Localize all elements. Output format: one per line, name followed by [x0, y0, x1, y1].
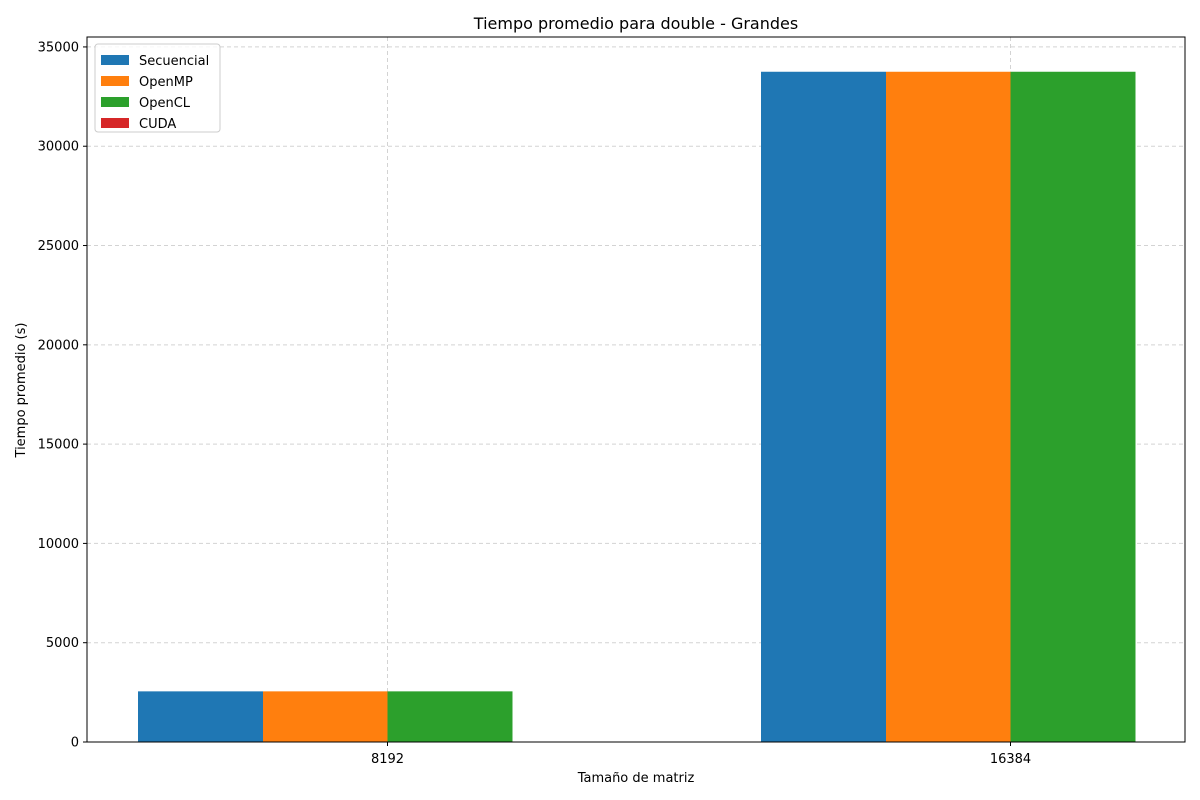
- legend-label: Secuencial: [139, 54, 209, 69]
- legend-swatch: [101, 118, 129, 128]
- x-tick-label: 16384: [990, 752, 1031, 767]
- legend-swatch: [101, 97, 129, 107]
- y-tick-label: 35000: [38, 40, 79, 55]
- legend-label: OpenMP: [139, 75, 193, 90]
- y-tick-label: 0: [71, 736, 79, 751]
- y-tick-label: 5000: [46, 636, 79, 651]
- grid: [87, 37, 1185, 743]
- legend-label: CUDA: [139, 117, 176, 132]
- legend-swatch: [101, 76, 129, 86]
- bar: [387, 691, 513, 742]
- y-tick-label: 15000: [38, 438, 79, 453]
- bar: [1010, 71, 1136, 742]
- legend-box: [94, 43, 221, 133]
- y-tick-label: 20000: [38, 338, 79, 353]
- legend-swatch: [101, 55, 129, 65]
- x-axis-title: Tamaño de matriz: [577, 771, 695, 786]
- y-tick-label: 30000: [38, 140, 79, 155]
- y-axis-title: Tiempo promedio (s): [14, 323, 29, 459]
- bar: [761, 71, 886, 742]
- legend: Secuencial OpenMP OpenCL CUDA: [94, 43, 221, 133]
- x-tick-label: 8192: [371, 752, 404, 767]
- legend-label: OpenCL: [139, 96, 191, 111]
- bar: [263, 691, 388, 742]
- y-tick-label: 10000: [38, 537, 79, 552]
- bar: [886, 71, 1011, 742]
- chart-title: Tiempo promedio para double - Grandes: [473, 14, 798, 33]
- axis-ticks: 0 5000 10000 15000 20000 25000 30000 35000 8192 1…: [38, 40, 1032, 767]
- y-tick-label: 25000: [38, 239, 79, 254]
- bar: [138, 691, 263, 742]
- bars: [138, 71, 1136, 742]
- plot-frame: [86, 36, 1186, 743]
